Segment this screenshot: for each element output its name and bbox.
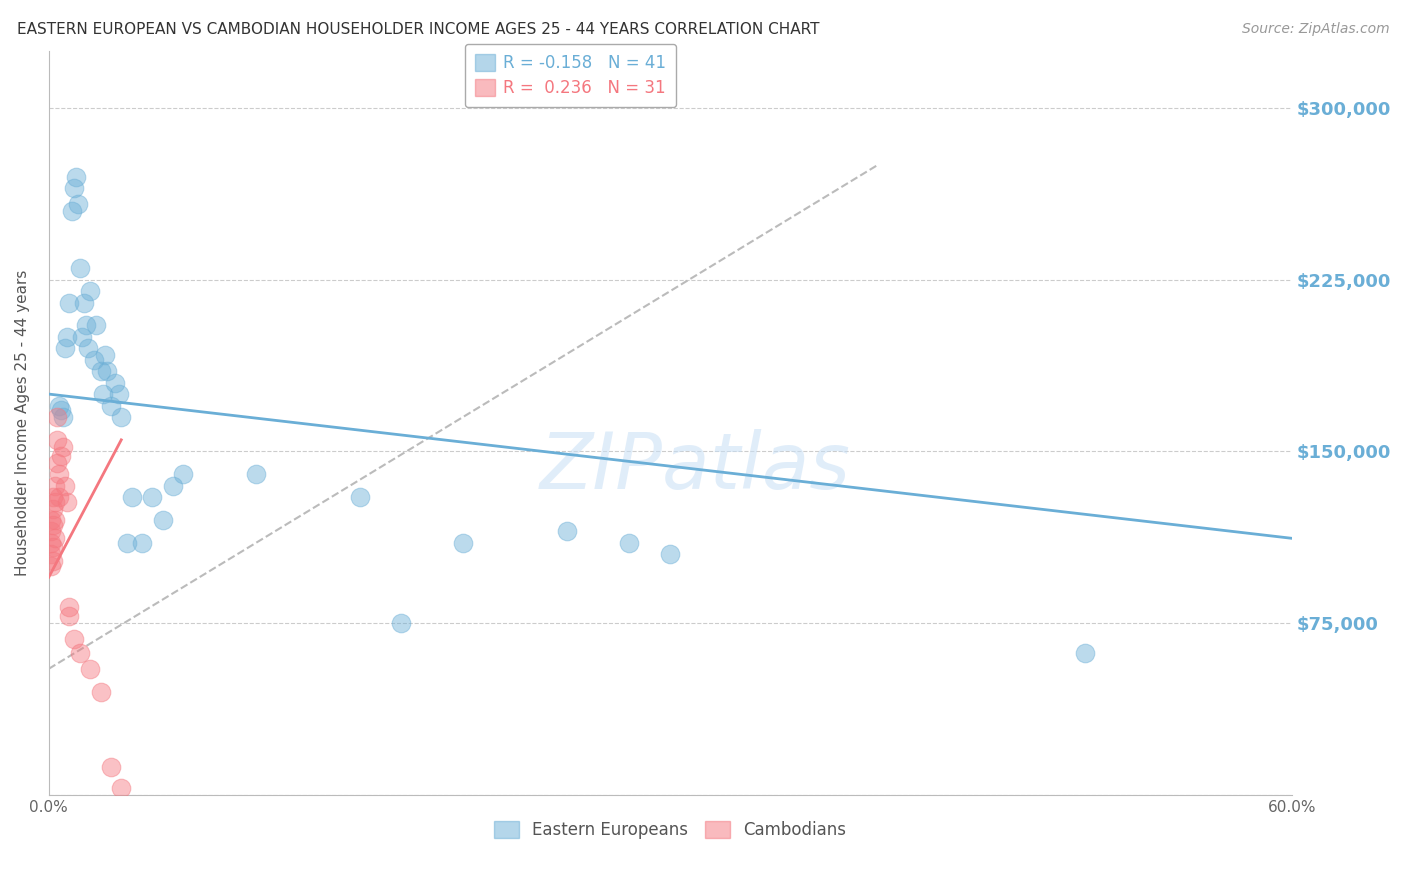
Point	[46, 433, 69, 447]
Point	[79, 662, 101, 676]
Point	[46, 409, 69, 424]
Point	[131, 536, 153, 550]
Point	[617, 536, 640, 550]
Point	[39, 536, 62, 550]
Point	[91, 387, 114, 401]
Point	[44, 478, 66, 492]
Point	[53, 341, 76, 355]
Point	[48, 399, 70, 413]
Point	[44, 494, 66, 508]
Point	[90, 364, 112, 378]
Point	[44, 531, 66, 545]
Point	[56, 494, 79, 508]
Point	[100, 399, 122, 413]
Point	[79, 284, 101, 298]
Point	[51, 403, 73, 417]
Point	[39, 524, 62, 539]
Text: EASTERN EUROPEAN VS CAMBODIAN HOUSEHOLDER INCOME AGES 25 - 44 YEARS CORRELATION : EASTERN EUROPEAN VS CAMBODIAN HOUSEHOLDE…	[17, 22, 820, 37]
Point	[58, 609, 80, 624]
Point	[86, 318, 108, 333]
Point	[42, 541, 65, 555]
Point	[39, 558, 62, 573]
Point	[51, 449, 73, 463]
Point	[121, 490, 143, 504]
Point	[42, 517, 65, 532]
Point	[53, 478, 76, 492]
Point	[110, 409, 132, 424]
Point	[451, 536, 474, 550]
Y-axis label: Householder Income Ages 25 - 44 years: Householder Income Ages 25 - 44 years	[15, 269, 30, 576]
Point	[58, 295, 80, 310]
Point	[75, 318, 97, 333]
Point	[39, 513, 62, 527]
Point	[42, 554, 65, 568]
Point	[58, 599, 80, 614]
Point	[555, 524, 578, 539]
Point	[48, 490, 70, 504]
Point	[66, 197, 89, 211]
Point	[108, 387, 131, 401]
Point	[152, 513, 174, 527]
Point	[100, 760, 122, 774]
Point	[77, 341, 100, 355]
Point	[42, 501, 65, 516]
Point	[245, 467, 267, 482]
Text: ZIPatlas: ZIPatlas	[540, 429, 851, 506]
Point	[48, 467, 70, 482]
Point	[141, 490, 163, 504]
Point	[83, 352, 105, 367]
Point	[93, 348, 115, 362]
Point	[69, 646, 91, 660]
Point	[39, 547, 62, 561]
Point	[44, 513, 66, 527]
Point	[69, 261, 91, 276]
Point	[73, 295, 96, 310]
Point	[42, 490, 65, 504]
Point	[52, 409, 75, 424]
Point	[659, 547, 682, 561]
Point	[60, 203, 83, 218]
Point	[162, 478, 184, 492]
Point	[70, 330, 93, 344]
Point	[349, 490, 371, 504]
Point	[52, 440, 75, 454]
Point	[65, 169, 87, 184]
Point	[46, 456, 69, 470]
Point	[117, 536, 139, 550]
Point	[62, 632, 84, 646]
Point	[104, 376, 127, 390]
Point	[172, 467, 194, 482]
Point	[90, 684, 112, 698]
Point	[62, 181, 84, 195]
Point	[389, 615, 412, 630]
Point	[110, 780, 132, 795]
Point	[1073, 646, 1095, 660]
Text: Source: ZipAtlas.com: Source: ZipAtlas.com	[1241, 22, 1389, 37]
Point	[56, 330, 79, 344]
Point	[96, 364, 118, 378]
Legend: Eastern Europeans, Cambodians: Eastern Europeans, Cambodians	[488, 814, 853, 846]
